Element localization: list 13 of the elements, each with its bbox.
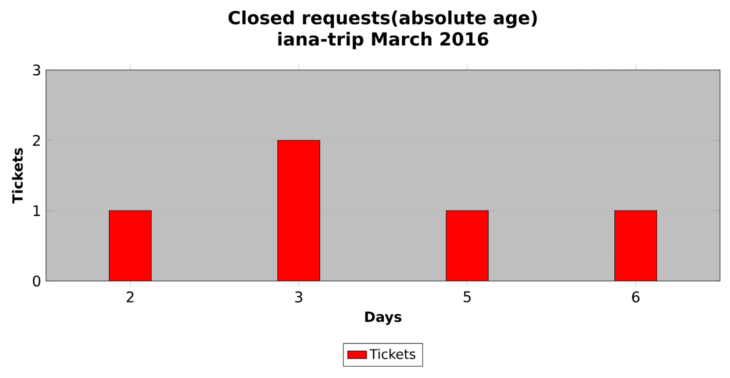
y-tick-label: 1	[34, 205, 40, 216]
x-axis-title: Days	[365, 312, 402, 325]
y-tick-label: 0	[32, 275, 40, 287]
x-tick-label: 5	[464, 291, 471, 302]
chart-subtitle: iana-trip March 2016	[278, 32, 488, 50]
x-tick-label: 2	[126, 291, 134, 302]
y-tick-label: 3	[33, 64, 40, 76]
chart-title: Closed requests(absolute age)	[228, 10, 537, 28]
y-tick-label: 2	[33, 134, 40, 146]
legend-label: Tickets	[370, 348, 416, 360]
y-axis-title: Tickets	[12, 148, 23, 204]
x-tick-label: 3	[295, 291, 302, 302]
x-tick-label: 6	[632, 291, 640, 302]
